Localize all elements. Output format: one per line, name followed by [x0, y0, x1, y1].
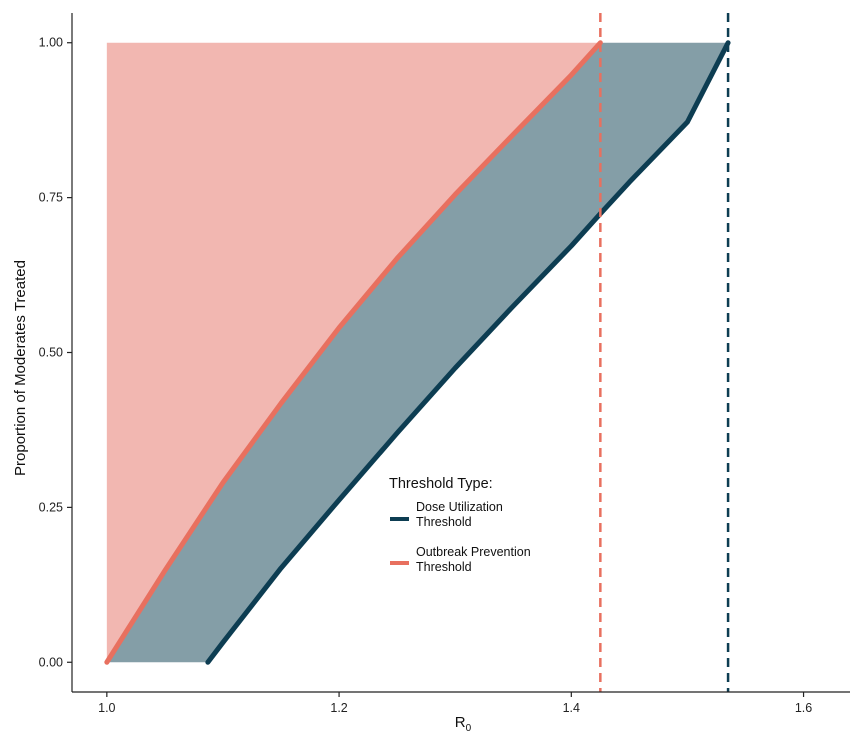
y-tick-label: 0.50 — [39, 346, 63, 360]
legend-label-dose-line2: Threshold — [416, 515, 472, 529]
legend: Threshold Type: Dose Utilization Thresho… — [389, 476, 531, 574]
y-tick-label: 1.00 — [39, 36, 63, 50]
y-axis-title: Proportion of Moderates Treated — [12, 260, 29, 476]
x-tick-label: 1.2 — [330, 701, 347, 715]
x-axis-title: R0 — [455, 714, 472, 734]
legend-label-outbreak-line1: Outbreak Prevention — [416, 545, 531, 559]
series-line-outbreak-prevention — [104, 40, 603, 665]
y-tick-label: 0.00 — [39, 655, 63, 669]
x-tick-label: 1.4 — [563, 701, 580, 715]
x-axis-title-main: R — [455, 714, 466, 731]
fill-areas — [106, 42, 729, 663]
fill-between-thresholds — [106, 42, 729, 663]
legend-title: Threshold Type: — [389, 476, 493, 492]
series-line-dose-utilization — [205, 40, 731, 665]
y-tick-label: 0.25 — [39, 500, 63, 514]
legend-label-outbreak-line2: Threshold — [416, 560, 472, 574]
x-axis-title-subscript: 0 — [466, 723, 472, 734]
ticks: 1.0 1.2 1.4 1.6 0.00 0.25 0.50 0.75 1.00 — [39, 36, 813, 715]
legend-label-dose-line1: Dose Utilization — [416, 500, 503, 514]
x-tick-label: 1.6 — [795, 701, 812, 715]
y-tick-label: 0.75 — [39, 191, 63, 205]
vertical-threshold-lines — [599, 13, 730, 692]
fill-above-outbreak-threshold — [106, 42, 601, 663]
x-tick-label: 1.0 — [98, 701, 115, 715]
series-lines — [104, 40, 731, 665]
